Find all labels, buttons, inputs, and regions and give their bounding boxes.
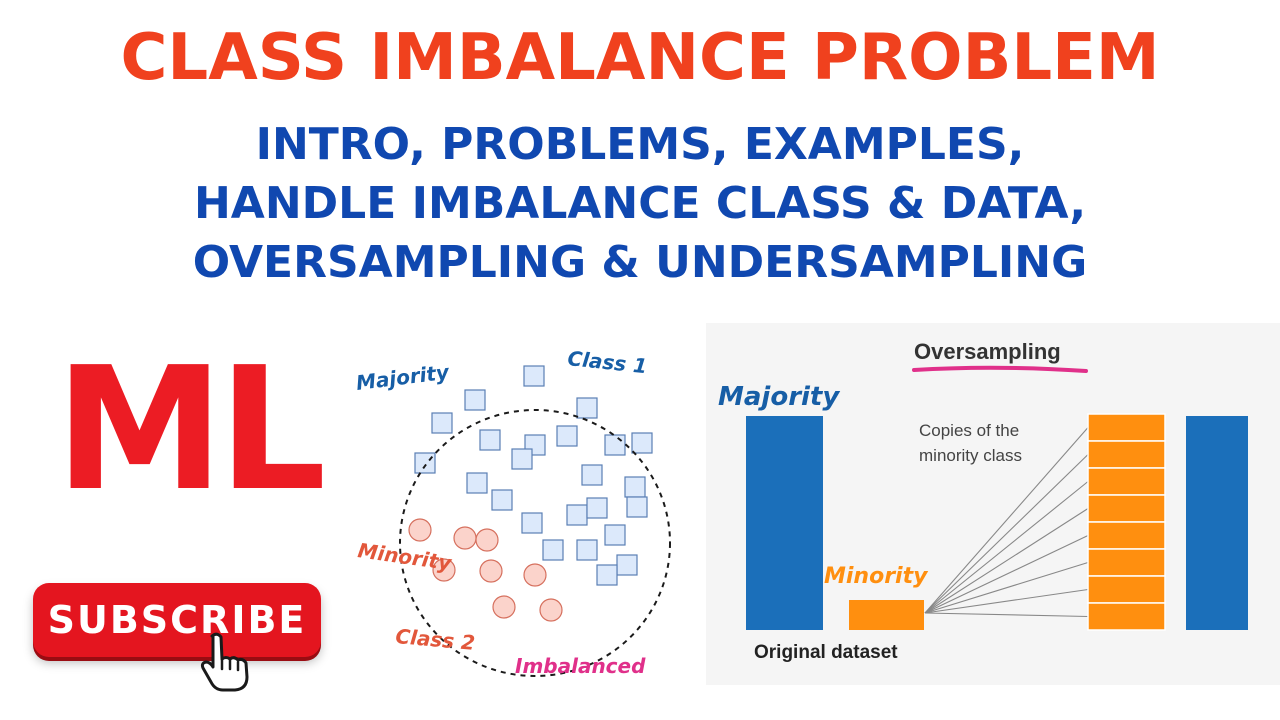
minority-copies-stack [1087,413,1166,631]
majority-square [596,564,618,586]
copy-line [924,481,1089,614]
majority-bar-label: Majority [718,382,840,412]
majority-bar [746,416,823,630]
subscribe-button[interactable]: SUBSCRIBE [33,583,321,657]
majority-square [523,365,545,387]
copy-line [924,612,1089,618]
majority-square [604,434,626,456]
balanced-majority-bar [1186,416,1248,630]
majority-square [624,476,646,498]
class-scatter-diagram: Majority Class 1 Minority Class 2 Imbala… [357,346,671,678]
minority-circle [408,518,432,542]
majority-square [521,512,543,534]
copy-line [924,508,1089,614]
majority-square [431,412,453,434]
majority-square [586,497,608,519]
majority-square [616,554,638,576]
title-underline [912,365,1088,373]
minority-copy-block [1087,413,1166,442]
minority-circle [539,598,563,622]
minority-copy-block [1087,494,1166,523]
minority-copy-block [1087,575,1166,604]
majority-square [464,389,486,411]
majority-square [466,472,488,494]
oversampling-title: Oversampling [914,339,1061,364]
majority-square [581,464,603,486]
copies-label-line1: Copies of the [919,421,1019,440]
majority-square [576,539,598,561]
subtitle-line-3: OVERSAMPLING & UNDERSAMPLING [192,237,1088,288]
ml-badge: ML [55,331,327,529]
subtitle-line-2: HANDLE IMBALANCE CLASS & DATA, [193,178,1087,229]
minority-circle [453,526,477,550]
majority-label: Majority [357,360,451,395]
pointer-hand-icon [200,632,249,692]
minority-copy-block [1087,602,1166,631]
main-title: CLASS IMBALANCE PROBLEM [120,21,1160,95]
copy-line [924,588,1089,614]
minority-copy-block [1087,467,1166,496]
minority-circle [492,595,516,619]
majority-square [566,504,588,526]
imbalanced-label: Imbalanced [515,654,646,678]
majority-square [542,539,564,561]
class-boundary [399,409,671,677]
minority-copy-block [1087,521,1166,550]
majority-square [479,429,501,451]
majority-square [576,397,598,419]
majority-square [626,496,648,518]
majority-points [414,365,653,586]
original-dataset-label: Original dataset [754,642,898,663]
copy-line [924,454,1089,614]
minority-circle [432,558,456,582]
copy-line [924,427,1089,614]
copies-label-line2: minority class [919,446,1022,465]
minority-circle [475,528,499,552]
copy-line [924,535,1089,614]
minority-circle [523,563,547,587]
minority-bar [849,600,924,630]
majority-square [491,489,513,511]
minority-copy-block [1087,548,1166,577]
majority-square [511,448,533,470]
oversampling-diagram: Oversampling Majority Minority Copies of… [706,323,1280,685]
subscribe-label: SUBSCRIBE [47,598,307,642]
copy-lines [924,427,1089,618]
minority-label: Minority [357,538,454,575]
copy-line [924,561,1089,614]
majority-square [414,452,436,474]
class2-label: Class 2 [395,624,477,655]
majority-square [631,432,653,454]
minority-points [408,518,563,622]
majority-square [556,425,578,447]
majority-square [604,524,626,546]
subtitle-line-1: INTRO, PROBLEMS, EXAMPLES, [255,119,1025,170]
class1-label: Class 1 [566,346,648,378]
minority-circle [479,559,503,583]
minority-bar-label: Minority [824,564,929,589]
minority-copy-block [1087,440,1166,469]
